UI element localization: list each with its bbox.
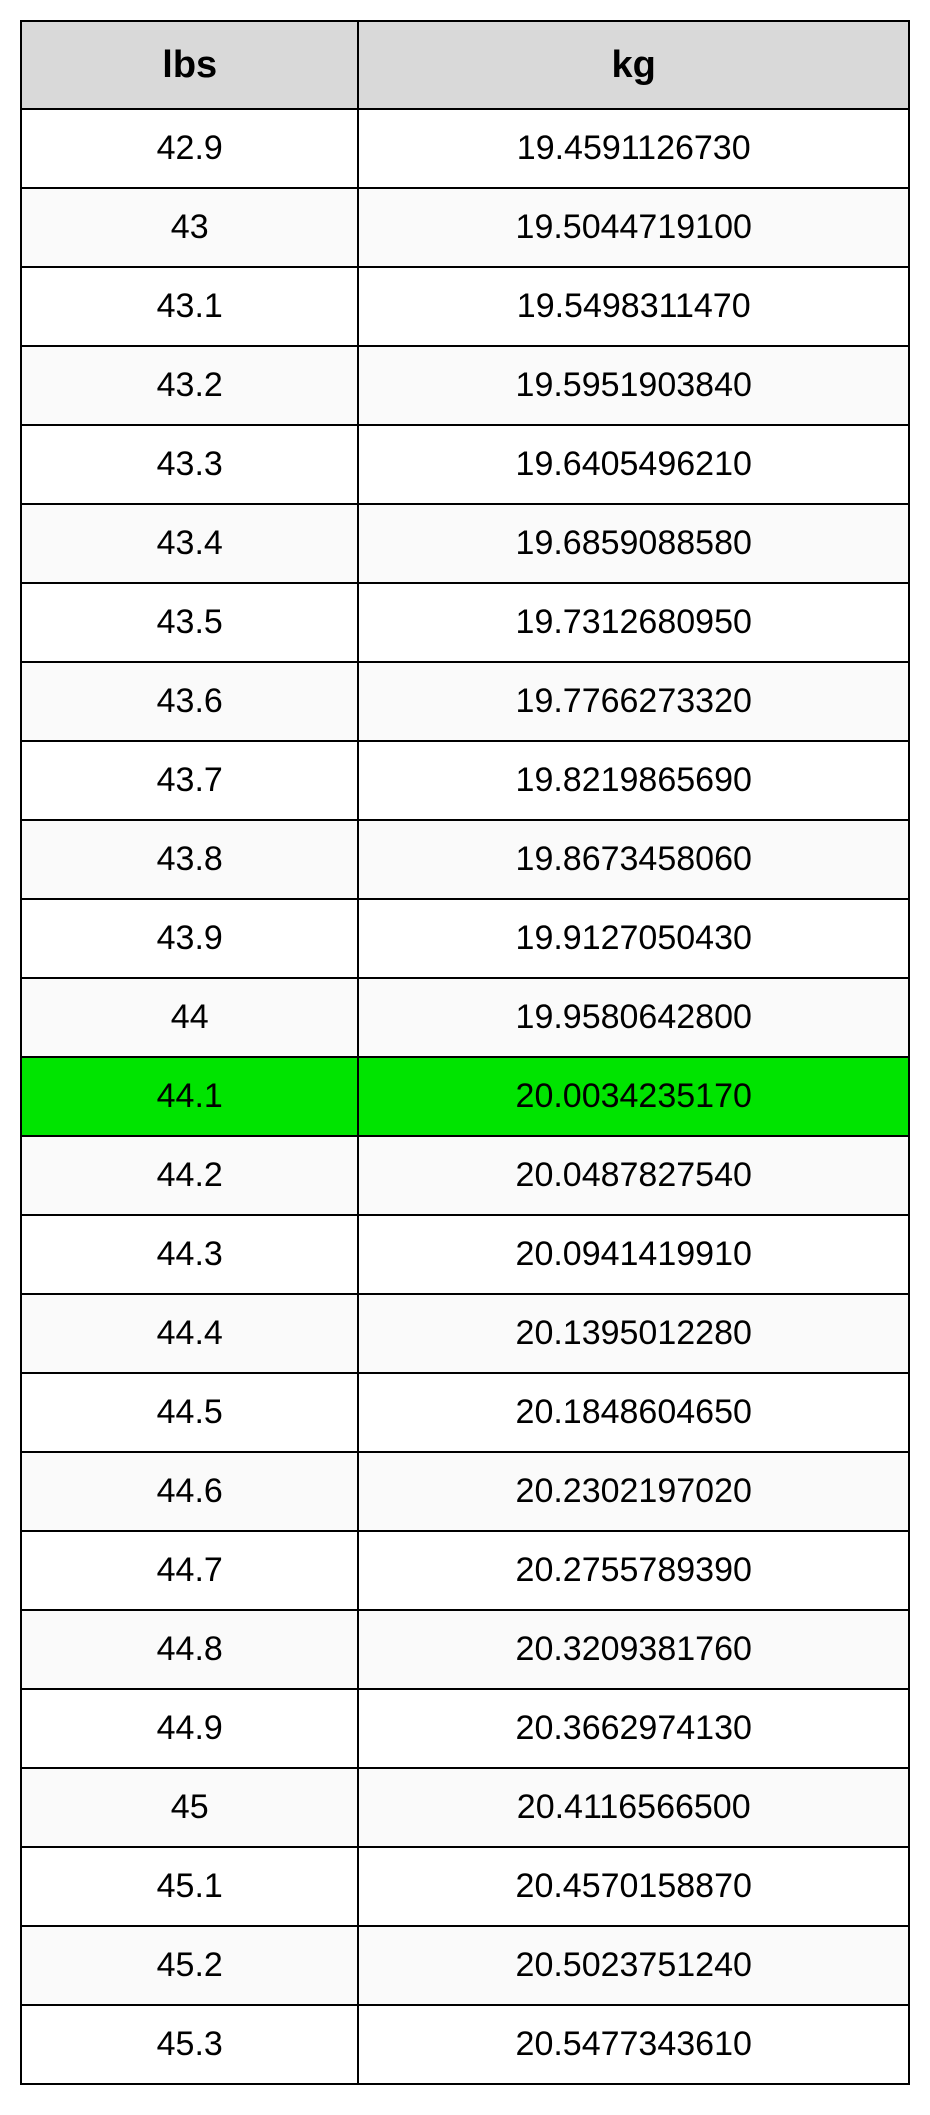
table-row: 43.419.6859088580 bbox=[21, 504, 909, 583]
cell-lbs: 43.6 bbox=[21, 662, 358, 741]
cell-lbs: 43.9 bbox=[21, 899, 358, 978]
cell-kg: 20.3662974130 bbox=[358, 1689, 909, 1768]
table-row: 45.120.4570158870 bbox=[21, 1847, 909, 1926]
cell-kg: 19.8673458060 bbox=[358, 820, 909, 899]
column-header-lbs: lbs bbox=[21, 21, 358, 109]
cell-lbs: 44.3 bbox=[21, 1215, 358, 1294]
cell-kg: 20.1848604650 bbox=[358, 1373, 909, 1452]
cell-lbs: 44 bbox=[21, 978, 358, 1057]
table-header: lbs kg bbox=[21, 21, 909, 109]
cell-lbs: 43.1 bbox=[21, 267, 358, 346]
cell-lbs: 45.3 bbox=[21, 2005, 358, 2084]
cell-kg: 19.6405496210 bbox=[358, 425, 909, 504]
table-row: 4419.9580642800 bbox=[21, 978, 909, 1057]
table-row: 43.119.5498311470 bbox=[21, 267, 909, 346]
cell-lbs: 44.2 bbox=[21, 1136, 358, 1215]
cell-lbs: 43 bbox=[21, 188, 358, 267]
table-row: 43.919.9127050430 bbox=[21, 899, 909, 978]
conversion-table: lbs kg 42.919.45911267304319.50447191004… bbox=[20, 20, 910, 2085]
table-row: 43.219.5951903840 bbox=[21, 346, 909, 425]
cell-lbs: 43.7 bbox=[21, 741, 358, 820]
table-row: 44.920.3662974130 bbox=[21, 1689, 909, 1768]
cell-kg: 20.3209381760 bbox=[358, 1610, 909, 1689]
cell-lbs: 44.9 bbox=[21, 1689, 358, 1768]
cell-kg: 19.9580642800 bbox=[358, 978, 909, 1057]
table-row: 45.320.5477343610 bbox=[21, 2005, 909, 2084]
cell-kg: 20.0487827540 bbox=[358, 1136, 909, 1215]
cell-lbs: 43.4 bbox=[21, 504, 358, 583]
cell-lbs: 44.8 bbox=[21, 1610, 358, 1689]
cell-lbs: 43.2 bbox=[21, 346, 358, 425]
cell-kg: 20.5477343610 bbox=[358, 2005, 909, 2084]
table-body: 42.919.45911267304319.504471910043.119.5… bbox=[21, 109, 909, 2084]
cell-kg: 20.2302197020 bbox=[358, 1452, 909, 1531]
cell-kg: 19.7766273320 bbox=[358, 662, 909, 741]
cell-lbs: 43.3 bbox=[21, 425, 358, 504]
cell-lbs: 43.5 bbox=[21, 583, 358, 662]
cell-kg: 19.8219865690 bbox=[358, 741, 909, 820]
cell-kg: 20.4570158870 bbox=[358, 1847, 909, 1926]
cell-kg: 20.0941419910 bbox=[358, 1215, 909, 1294]
cell-lbs: 44.5 bbox=[21, 1373, 358, 1452]
table-row: 43.619.7766273320 bbox=[21, 662, 909, 741]
table-row: 44.620.2302197020 bbox=[21, 1452, 909, 1531]
table-row: 4520.4116566500 bbox=[21, 1768, 909, 1847]
cell-kg: 19.7312680950 bbox=[358, 583, 909, 662]
table-header-row: lbs kg bbox=[21, 21, 909, 109]
table-row: 44.120.0034235170 bbox=[21, 1057, 909, 1136]
table-row: 44.220.0487827540 bbox=[21, 1136, 909, 1215]
table-row: 44.520.1848604650 bbox=[21, 1373, 909, 1452]
table-row: 43.719.8219865690 bbox=[21, 741, 909, 820]
cell-kg: 19.9127050430 bbox=[358, 899, 909, 978]
cell-lbs: 45.1 bbox=[21, 1847, 358, 1926]
cell-kg: 19.6859088580 bbox=[358, 504, 909, 583]
cell-kg: 19.5498311470 bbox=[358, 267, 909, 346]
cell-kg: 19.4591126730 bbox=[358, 109, 909, 188]
table-row: 45.220.5023751240 bbox=[21, 1926, 909, 2005]
cell-lbs: 43.8 bbox=[21, 820, 358, 899]
table-row: 42.919.4591126730 bbox=[21, 109, 909, 188]
cell-kg: 19.5044719100 bbox=[358, 188, 909, 267]
cell-lbs: 44.7 bbox=[21, 1531, 358, 1610]
table-row: 44.820.3209381760 bbox=[21, 1610, 909, 1689]
cell-lbs: 44.1 bbox=[21, 1057, 358, 1136]
cell-kg: 20.2755789390 bbox=[358, 1531, 909, 1610]
cell-lbs: 44.4 bbox=[21, 1294, 358, 1373]
cell-lbs: 44.6 bbox=[21, 1452, 358, 1531]
table-row: 43.319.6405496210 bbox=[21, 425, 909, 504]
cell-lbs: 45.2 bbox=[21, 1926, 358, 2005]
table-row: 4319.5044719100 bbox=[21, 188, 909, 267]
cell-lbs: 45 bbox=[21, 1768, 358, 1847]
table-row: 44.720.2755789390 bbox=[21, 1531, 909, 1610]
cell-kg: 20.5023751240 bbox=[358, 1926, 909, 2005]
column-header-kg: kg bbox=[358, 21, 909, 109]
cell-kg: 20.1395012280 bbox=[358, 1294, 909, 1373]
cell-lbs: 42.9 bbox=[21, 109, 358, 188]
cell-kg: 20.0034235170 bbox=[358, 1057, 909, 1136]
cell-kg: 19.5951903840 bbox=[358, 346, 909, 425]
table-row: 44.320.0941419910 bbox=[21, 1215, 909, 1294]
cell-kg: 20.4116566500 bbox=[358, 1768, 909, 1847]
table-row: 44.420.1395012280 bbox=[21, 1294, 909, 1373]
table-row: 43.519.7312680950 bbox=[21, 583, 909, 662]
table-row: 43.819.8673458060 bbox=[21, 820, 909, 899]
